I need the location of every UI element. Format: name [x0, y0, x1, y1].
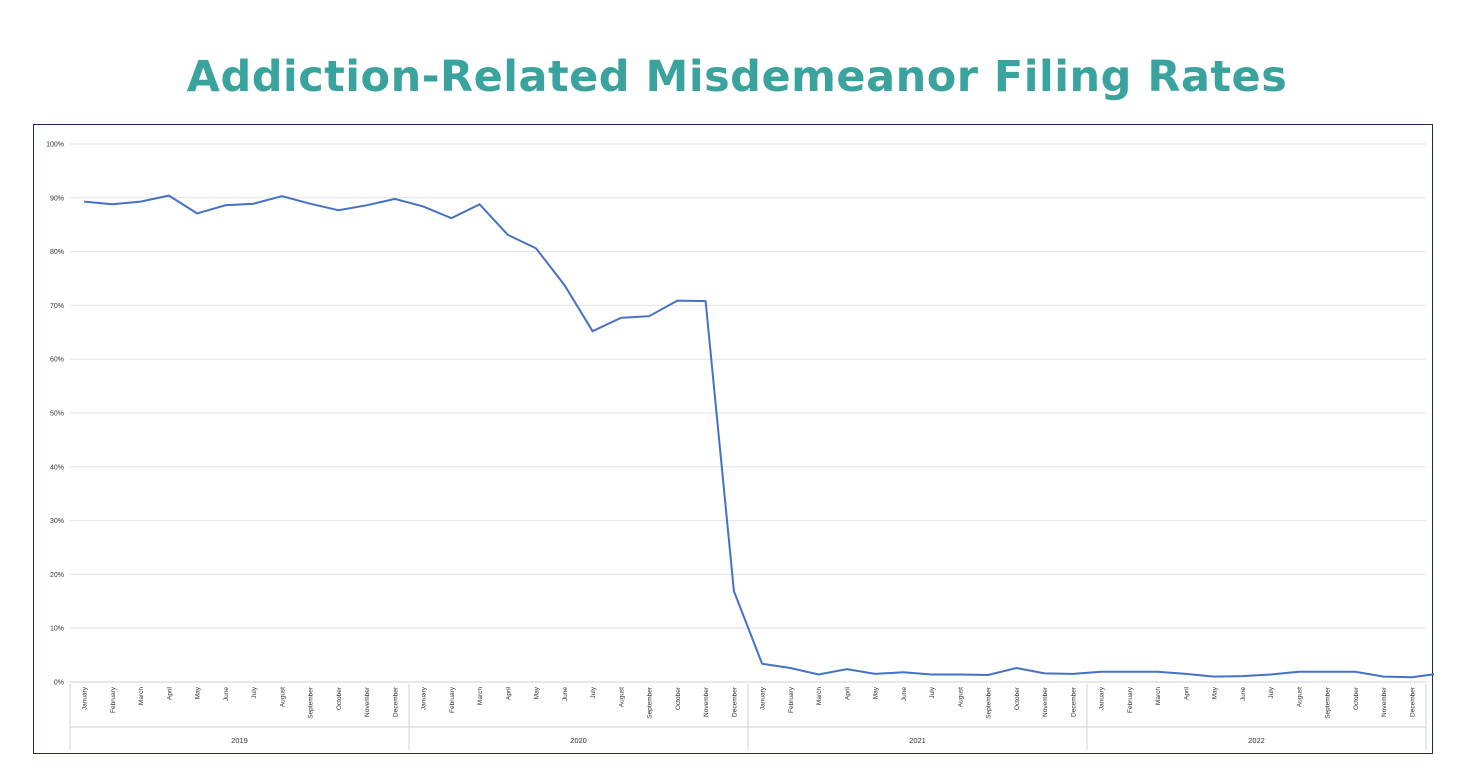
x-tick-label: November — [1381, 686, 1388, 717]
x-tick-label: September — [986, 686, 993, 719]
x-tick-label: March — [477, 687, 484, 705]
x-tick-label: August — [279, 687, 286, 707]
year-label: 2022 — [1248, 736, 1265, 745]
x-tick-label: March — [1155, 687, 1162, 705]
x-tick-label: October — [675, 686, 682, 710]
x-tick-label: October — [1014, 686, 1021, 710]
x-tick-label: May — [195, 686, 202, 699]
y-tick-label: 70% — [50, 303, 64, 310]
x-tick-label: January — [760, 686, 767, 710]
x-tick-label: July — [251, 686, 258, 698]
y-tick-label: 30% — [50, 518, 64, 525]
x-tick-label: December — [731, 686, 738, 717]
x-tick-label: August — [957, 687, 964, 707]
year-label: 2019 — [231, 736, 248, 745]
x-tick-label: September — [1325, 686, 1332, 719]
chart-frame: 0% 10% 20% 30% 40% 50% 60% 70% 80% 90% 100% Januar… — [33, 124, 1434, 754]
y-tick-label: 60% — [50, 357, 64, 364]
line-chart: 0% 10% 20% 30% 40% 50% 60% 70% 80% 90% 100% Januar… — [46, 142, 1434, 750]
x-tick-label: June — [901, 687, 908, 701]
year-label: 2020 — [570, 736, 587, 745]
x-tick-label: May — [1212, 686, 1219, 699]
x-tick-label: January — [82, 686, 89, 710]
y-tick-label: 50% — [50, 411, 64, 418]
x-tick-label: May — [534, 686, 541, 699]
x-tick-label: July — [1268, 686, 1275, 698]
x-tick-label: May — [873, 686, 880, 699]
x-tick-label: March — [138, 687, 145, 705]
x-tick-label: August — [618, 687, 625, 707]
x-tick-label: July — [590, 686, 597, 698]
y-tick-label: 100% — [46, 142, 64, 149]
chart-title: Addiction-Related Misdemeanor Filing Rat… — [186, 52, 1288, 102]
x-tick-label: November — [703, 686, 710, 717]
x-tick-label: October — [1353, 686, 1360, 710]
series-line — [84, 194, 1434, 679]
x-tick-label: August — [1296, 687, 1303, 707]
x-tick-label: February — [1127, 686, 1134, 713]
x-tick-label: June — [223, 687, 230, 701]
x-tick-label: September — [308, 686, 315, 719]
y-tick-label: 0% — [54, 680, 64, 687]
x-tick-label: November — [364, 686, 371, 717]
x-tick-label: April — [1183, 686, 1190, 700]
x-tick-label: June — [1240, 687, 1247, 701]
x-tick-label: February — [788, 686, 795, 713]
x-tick-label: January — [1099, 686, 1106, 710]
x-tick-label: December — [1409, 686, 1416, 717]
y-tick-label: 90% — [50, 195, 64, 202]
x-tick-label: October — [336, 686, 343, 710]
x-tick-label: April — [844, 686, 851, 700]
year-label: 2021 — [909, 736, 926, 745]
x-tick-label: February — [449, 686, 456, 713]
y-tick-label: 80% — [50, 249, 64, 256]
x-tick-label: September — [647, 686, 654, 719]
x-tick-label: December — [1070, 686, 1077, 717]
x-tick-label: June — [562, 687, 569, 701]
x-tick-label: January — [421, 686, 428, 710]
x-tick-label: July — [929, 686, 936, 698]
x-tick-label: November — [1042, 686, 1049, 717]
x-tick-label: February — [110, 686, 117, 713]
y-tick-label: 40% — [50, 464, 64, 471]
x-tick-label: March — [816, 687, 823, 705]
x-tick-label: December — [392, 686, 399, 717]
x-tick-label: April — [505, 686, 512, 700]
y-tick-label: 20% — [50, 572, 64, 579]
x-tick-label: April — [166, 686, 173, 700]
y-tick-label: 10% — [50, 626, 64, 633]
